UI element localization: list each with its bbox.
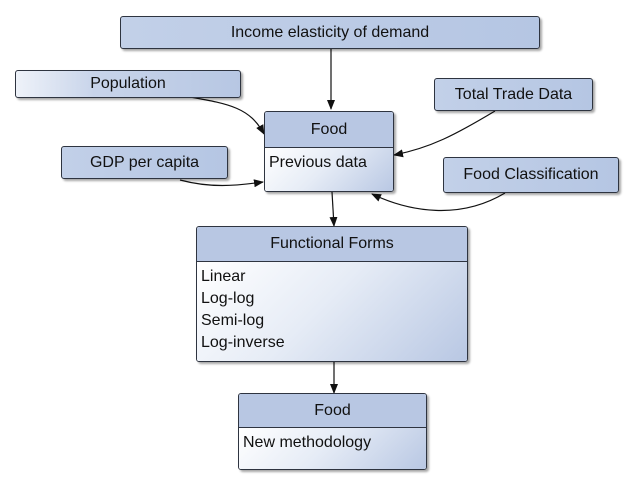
- food-classification-label: Food Classification: [463, 166, 599, 183]
- food-output-node: Food New methodology: [238, 393, 427, 470]
- gdp-per-capita-label: GDP per capita: [89, 153, 200, 171]
- food-input-title: Food: [265, 112, 393, 148]
- food-output-body-text: New methodology: [243, 434, 372, 451]
- functional-forms-body: Linear Log-log Semi-log Log-inverse: [197, 262, 467, 361]
- edge-gdp-to-food: [179, 179, 264, 188]
- functional-form-item: Linear: [201, 268, 246, 285]
- functional-form-item: Log-inverse: [201, 334, 285, 351]
- edge-trade-to-food: [393, 110, 496, 158]
- functional-form-item: Log-log: [201, 290, 255, 307]
- population-node: Population: [15, 70, 241, 98]
- gdp-per-capita-node: GDP per capita: [61, 146, 228, 179]
- functional-forms-node: Functional Forms Linear Log-log Semi-log…: [196, 226, 468, 362]
- income-elasticity-node: Income elasticity of demand: [120, 16, 540, 49]
- food-output-title: Food: [239, 394, 426, 428]
- income-elasticity-label: Income elasticity of demand: [230, 23, 430, 41]
- food-output-body: New methodology: [239, 428, 426, 469]
- food-input-node: Food Previous data: [264, 111, 394, 192]
- edge-population-to-food: [189, 96, 265, 135]
- food-input-body-text: Previous data: [269, 154, 367, 171]
- edge-food-to-functional-forms: [329, 191, 338, 227]
- food-classification-node: Food Classification: [443, 157, 619, 193]
- total-trade-data-node: Total Trade Data: [434, 78, 593, 111]
- total-trade-data-label: Total Trade Data: [454, 85, 573, 103]
- functional-forms-title: Functional Forms: [197, 227, 467, 262]
- functional-form-item: Semi-log: [201, 312, 265, 329]
- population-label: Population: [90, 75, 166, 92]
- edge-classification-to-food: [371, 192, 506, 212]
- food-input-body: Previous data: [265, 148, 393, 191]
